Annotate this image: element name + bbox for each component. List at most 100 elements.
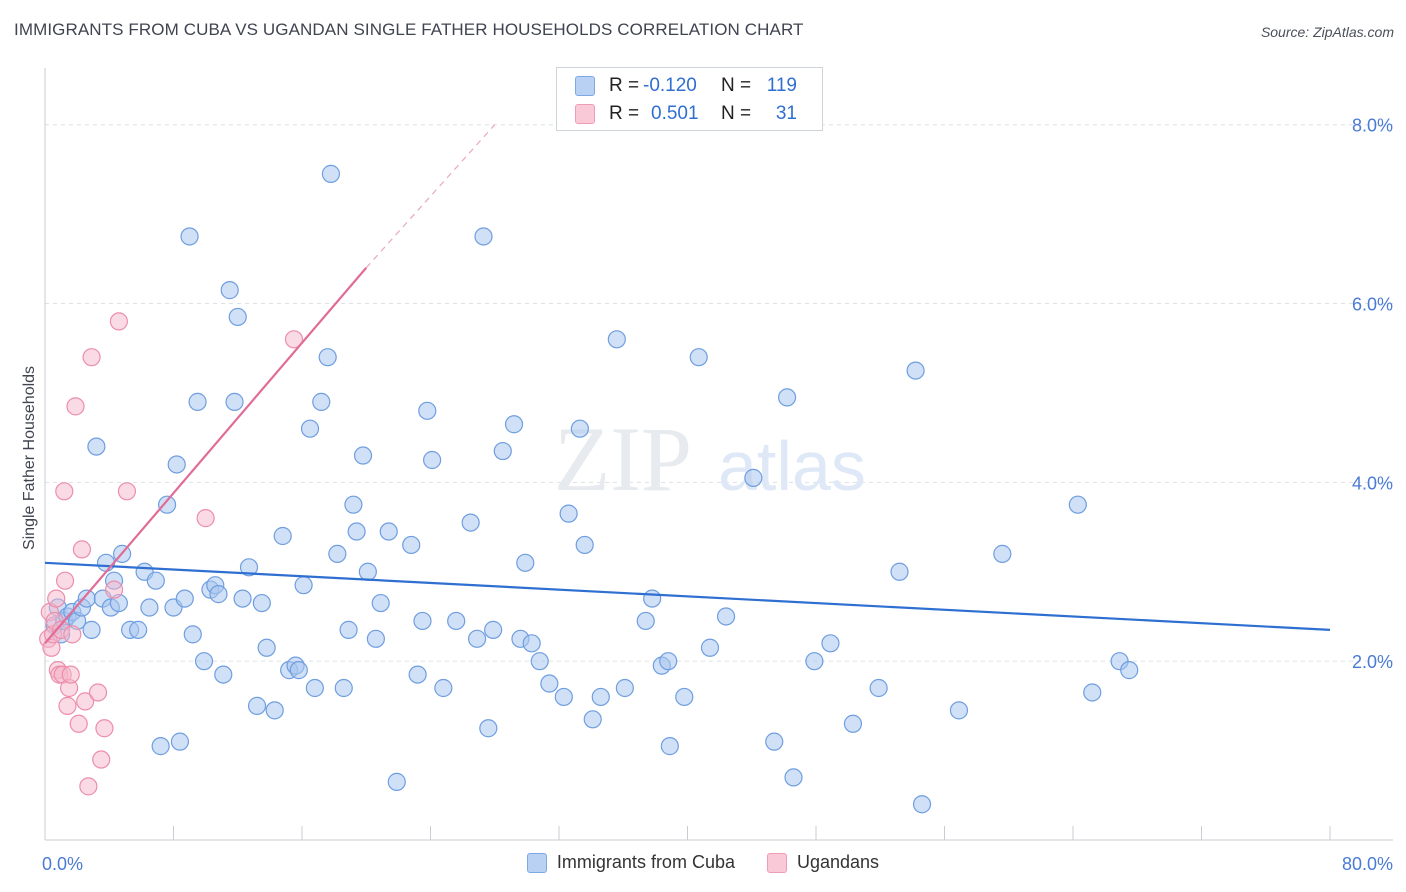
cuba-point: [339, 620, 358, 639]
cuba-point: [87, 437, 106, 456]
cuba-point: [765, 732, 784, 751]
cuba-point: [225, 392, 244, 411]
cuba-point: [328, 544, 347, 563]
cuba-point: [347, 522, 366, 541]
uganda-legend-swatch: [766, 852, 787, 873]
cuba-point: [843, 714, 863, 733]
r-label: R =: [609, 103, 640, 124]
cuba-point: [636, 611, 655, 631]
y-tick-label: 4.0%: [1352, 473, 1393, 493]
n-value: 31: [775, 103, 797, 124]
uganda-point: [47, 589, 66, 608]
cuba-point: [334, 678, 353, 698]
uganda-point: [58, 696, 77, 715]
stats-row-cuba: R = -0.120 N = 119: [575, 72, 797, 100]
cuba-point: [358, 562, 377, 581]
cuba-point: [157, 495, 177, 514]
cuba-point: [151, 737, 170, 756]
cuba-point: [570, 419, 589, 438]
watermark-atlas: atlas: [718, 427, 866, 505]
cuba-point: [559, 504, 578, 523]
cuba-point: [180, 227, 199, 246]
series-legend: Immigrants from Cuba Ugandans: [0, 852, 1406, 873]
cuba-point: [912, 795, 932, 814]
trend-lines: [44, 124, 1331, 645]
x-tick-label: 0.0%: [42, 854, 83, 874]
r-value: -0.120: [643, 75, 697, 96]
cuba-point: [214, 665, 233, 684]
cuba-point: [252, 593, 271, 613]
cuba-point: [167, 455, 186, 474]
uganda-point: [79, 777, 98, 796]
uganda-point: [196, 509, 215, 528]
uganda-trend-extension: [365, 124, 496, 269]
cuba-point: [805, 652, 824, 671]
series-cuba-points: [45, 164, 1139, 814]
cuba-point: [890, 562, 909, 581]
series-uganda-points: [39, 312, 304, 796]
x-tick-label: 80.0%: [1342, 854, 1393, 874]
uganda-point: [66, 397, 85, 416]
cuba-point: [461, 513, 480, 532]
r-value: 0.501: [651, 103, 699, 124]
r-label: R =: [609, 75, 640, 96]
cuba-point: [554, 687, 573, 707]
cuba-point: [474, 227, 493, 246]
cuba-trend-line: [44, 561, 1331, 631]
cuba-point: [516, 553, 535, 572]
uganda-point: [92, 750, 111, 769]
cuba-point: [540, 674, 559, 693]
cuba-point: [239, 558, 259, 577]
stats-legend: R = -0.120 N = 119 R = 0.501 N = 31: [556, 67, 823, 131]
uganda-point: [61, 665, 80, 684]
cuba-point: [583, 710, 602, 729]
cuba-point: [194, 652, 214, 671]
chart-title: IMMIGRANTS FROM CUBA VS UGANDAN SINGLE F…: [14, 20, 804, 39]
cuba-point: [140, 598, 159, 617]
cuba-point: [129, 620, 148, 639]
cuba-point: [257, 638, 276, 657]
legend-item-cuba[interactable]: Immigrants from Cuba: [526, 852, 735, 873]
cuba-point: [305, 678, 324, 698]
watermark: ZIP atlas: [554, 408, 866, 510]
uganda-point: [284, 330, 304, 349]
cuba-swatch: [575, 76, 595, 96]
cuba-point: [906, 361, 925, 380]
cuba-point: [402, 535, 421, 555]
stats-row-uganda: R = 0.501 N = 31: [575, 100, 797, 128]
legend-item-uganda[interactable]: Ugandans: [766, 852, 879, 873]
y-tick-label: 6.0%: [1352, 295, 1393, 315]
cuba-point: [387, 772, 406, 791]
cuba-point: [434, 678, 453, 698]
uganda-point: [55, 571, 75, 590]
cuba-point: [146, 571, 165, 590]
uganda-point: [55, 482, 74, 501]
y-tick-label: 2.0%: [1352, 652, 1393, 672]
tick-labels: 2.0% 4.0% 6.0% 8.0% 0.0% 80.0%: [42, 116, 1393, 874]
cuba-point: [220, 281, 239, 300]
cuba-point: [949, 701, 969, 720]
cuba-point: [744, 468, 763, 487]
cuba-point: [467, 629, 487, 648]
cuba-point: [993, 544, 1012, 563]
cuba-point: [289, 661, 308, 680]
uganda-point: [72, 540, 92, 559]
y-tick-label: 8.0%: [1352, 116, 1393, 136]
cuba-point: [716, 607, 736, 626]
cuba-point: [96, 553, 116, 572]
cuba-point: [777, 388, 797, 407]
cuba-point: [408, 665, 427, 684]
cuba-point: [273, 526, 292, 546]
n-value: 119: [766, 75, 797, 96]
cuba-point: [660, 737, 679, 756]
cuba-point: [312, 392, 331, 411]
cuba-point: [484, 620, 503, 639]
cuba-point: [321, 164, 341, 183]
uganda-swatch: [575, 104, 595, 124]
cuba-point: [318, 348, 337, 367]
cuba-point: [366, 629, 385, 648]
n-label: N =: [721, 103, 752, 124]
n-label: N =: [721, 75, 752, 96]
cuba-point: [413, 611, 432, 631]
